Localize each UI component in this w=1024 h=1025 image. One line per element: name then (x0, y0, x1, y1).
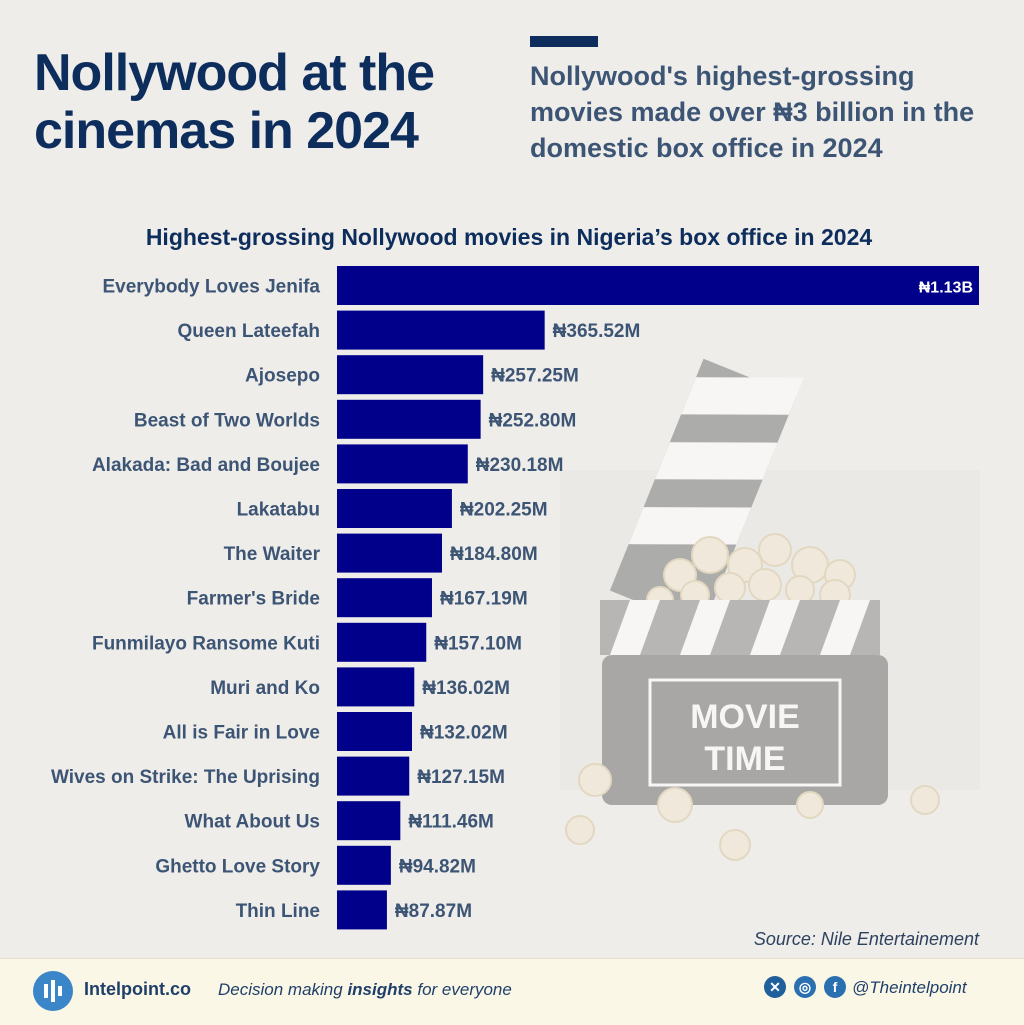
source-note: Source: Nile Entertainement (753, 929, 979, 949)
data-label: ₦111.46M (408, 812, 494, 833)
bar (337, 622, 427, 662)
bar (337, 667, 415, 707)
data-label: ₦87.87M (395, 901, 472, 922)
bar (337, 578, 432, 618)
brand-name[interactable]: Intelpoint.co (84, 979, 191, 999)
category-label: Everybody Loves Jenifa (102, 277, 320, 298)
x-icon[interactable]: ✕ (764, 976, 786, 998)
category-label: What About Us (185, 812, 320, 833)
page-subtitle: Nollywood's highest-grossing movies made… (530, 61, 975, 163)
bar (337, 310, 545, 350)
facebook-icon[interactable]: f (824, 976, 846, 998)
category-label: Ghetto Love Story (155, 856, 320, 877)
category-label: Beast of Two Worlds (134, 410, 320, 431)
data-label: ₦1.13B (919, 280, 973, 297)
bar (337, 399, 481, 439)
bar (337, 712, 413, 751)
data-label: ₦365.52M (553, 321, 641, 342)
bar (337, 444, 468, 484)
bar (337, 533, 442, 573)
category-label: Wives on Strike: The Uprising (51, 767, 320, 788)
clapperboard-popcorn-icon: MOVIE TIME (560, 358, 980, 861)
category-label: Lakatabu (237, 500, 320, 521)
data-label: ₦257.25M (491, 366, 579, 387)
bar (337, 890, 387, 930)
movie-time-line2: TIME (704, 740, 785, 778)
data-label: ₦202.25M (460, 500, 548, 521)
data-label: ₦94.82M (399, 856, 476, 877)
bar (337, 355, 484, 395)
category-label: Ajosepo (245, 366, 320, 387)
movie-time-line1: MOVIE (690, 698, 800, 736)
data-label: ₦132.02M (420, 723, 508, 744)
intelpoint-logo-icon (33, 971, 73, 1011)
accent-bar (530, 36, 598, 47)
bar (337, 489, 452, 528)
data-label: ₦184.80M (450, 544, 538, 565)
data-label: ₦136.02M (422, 678, 510, 699)
category-label: Funmilayo Ransome Kuti (92, 633, 320, 654)
category-label: Thin Line (236, 901, 320, 922)
bar-chart: Everybody Loves Jenifa ₦1.13B Queen Lateef… (51, 266, 979, 930)
data-label: ₦157.10M (434, 633, 522, 654)
category-label: The Waiter (224, 544, 321, 565)
category-label: All is Fair in Love (163, 723, 320, 744)
data-label: ₦252.80M (489, 410, 577, 431)
instagram-icon[interactable]: ◎ (794, 976, 816, 998)
data-label: ₦127.15M (417, 767, 505, 788)
category-label: Queen Lateefah (177, 321, 320, 342)
bar (337, 845, 391, 885)
category-label: Muri and Ko (210, 678, 320, 699)
footer: Intelpoint.co Decision making insights f… (0, 958, 1024, 1025)
bar (337, 756, 410, 796)
social-handle[interactable]: @Theintelpoint (852, 978, 967, 997)
tagline: Decision making insights for everyone (218, 980, 512, 999)
bar (337, 801, 401, 841)
category-label: Alakada: Bad and Boujee (92, 455, 320, 476)
bar (337, 266, 979, 305)
data-label: ₦167.19M (440, 589, 528, 610)
page-title: Nollywood at the cinemas in 2024 (34, 44, 435, 160)
data-label: ₦230.18M (476, 455, 564, 476)
chart-title: Highest-grossing Nollywood movies in Nig… (145, 224, 873, 250)
category-label: Farmer's Bride (187, 589, 320, 610)
